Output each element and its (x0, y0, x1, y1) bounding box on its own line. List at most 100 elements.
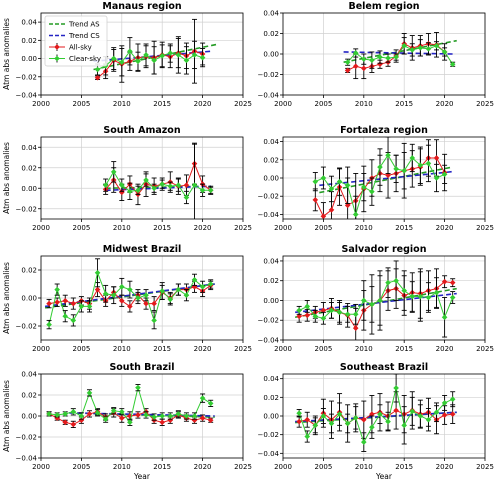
all-sky-point (199, 415, 206, 421)
x-tick-label: 2000 (32, 224, 50, 232)
clear-sky-point (199, 187, 206, 194)
axes-frame (40, 136, 244, 220)
clear-sky-point (385, 55, 391, 61)
all-sky-point (328, 207, 335, 213)
y-tick-label: 0.02 (263, 30, 279, 38)
all-sky-point (191, 284, 198, 290)
x-tick-label: 2015 (395, 463, 413, 471)
y-tick-label: −0.02 (16, 323, 37, 331)
all-sky-point (151, 300, 157, 307)
panel-1: 2000 2005 2010 2015 2020 2025 −0.04 −0.02 0.00 0.… (2, 1, 252, 108)
clear-sky-point (151, 414, 157, 420)
x-tick-label: 2015 (395, 345, 413, 353)
x-tick-label: 2015 (395, 100, 413, 108)
clear-sky-point (191, 52, 198, 58)
clear-sky-point (70, 409, 77, 415)
clear-sky-point (207, 187, 214, 194)
all-sky-point (167, 417, 174, 423)
plot-area (93, 18, 219, 84)
plot-area (312, 137, 453, 219)
clear-sky-point (78, 413, 85, 419)
y-tick-label: 0.04 (21, 144, 37, 152)
clear-sky-point (175, 182, 182, 188)
legend-label: All-sky (69, 44, 92, 52)
clear-sky-point (304, 303, 311, 310)
clear-sky-point (127, 419, 133, 426)
panel-7: 2000 2005 2010 2015 2020 2025 −0.04 −0.02 0.00 0.… (2, 362, 252, 481)
x-tick-label: 2010 (355, 100, 373, 108)
x-tick-label: 2000 (32, 345, 50, 353)
panel-6: 2000 2005 2010 2015 2020 2025 −0.04 −0.02 0.00 0.… (258, 244, 494, 353)
all-sky-point (433, 155, 440, 161)
x-axis-label: Year (375, 472, 393, 481)
clear-sky-point (183, 292, 190, 298)
all-sky-point (159, 419, 165, 426)
trend-all-sky-line (105, 185, 211, 190)
clear-sky-point (312, 313, 319, 320)
panel-title: Southeast Brazil (340, 362, 428, 373)
legend-label: Trend CS (68, 32, 100, 40)
all-sky-point (70, 300, 77, 307)
clear-sky-point (110, 169, 117, 175)
all-sky-point (46, 300, 52, 307)
y-axis-label: Atm abs anomalies (2, 380, 11, 452)
plot-area (44, 258, 215, 330)
legend: Trend AS Trend CS All-sky Clear-sky (44, 15, 108, 67)
y-tick-label: −0.02 (16, 434, 37, 442)
all-sky-point (94, 74, 101, 81)
clear-sky-point (151, 185, 157, 192)
panel-5: 2000 2005 2010 2015 2020 2025 −0.02 0.00 0.02 Mid… (2, 244, 252, 353)
clear-sky-point (425, 46, 432, 52)
clear-sky-point (54, 286, 60, 293)
clear-sky-point (62, 313, 69, 319)
clear-sky-point (385, 152, 391, 159)
clear-sky-point (393, 277, 399, 284)
clear-sky-point (361, 184, 367, 190)
x-tick-label: 2000 (274, 224, 292, 232)
all-sky-point (135, 412, 141, 418)
clear-sky-point (433, 289, 440, 296)
x-tick-label: 2015 (395, 224, 413, 232)
x-tick-label: 2020 (194, 345, 212, 353)
trend-clear-sky-line (295, 411, 457, 423)
x-tick-label: 2005 (72, 463, 90, 471)
clear-sky-point (175, 411, 182, 417)
clear-sky-point (441, 171, 448, 178)
axes-frame (40, 12, 244, 96)
clear-sky-point (320, 315, 327, 322)
all-sky-point (183, 182, 190, 188)
clear-sky-point (377, 164, 383, 170)
clear-sky-point (352, 211, 359, 218)
all-sky-point (54, 299, 60, 305)
x-tick-label: 2020 (194, 463, 212, 471)
clear-sky-point (417, 293, 424, 300)
clear-sky-point (320, 413, 327, 419)
clear-sky-point (401, 167, 407, 174)
panel-title: Manaus region (102, 1, 181, 12)
clear-sky-point (377, 54, 383, 60)
x-tick-label: 2005 (72, 224, 90, 232)
clear-sky-point (86, 390, 93, 396)
plot-area (46, 384, 215, 428)
legend-clear-sky-marker (54, 55, 60, 62)
y-tick-label: 0.04 (21, 371, 37, 379)
clear-sky-point (151, 57, 157, 64)
x-tick-label: 2010 (113, 463, 131, 471)
all-sky-point (361, 416, 367, 423)
clear-sky-point (336, 178, 343, 185)
all-sky-line (299, 281, 453, 330)
clear-sky-point (175, 286, 182, 293)
clear-sky-point (304, 433, 311, 440)
clear-sky-point (441, 314, 448, 321)
clear-sky-point (127, 286, 133, 293)
clear-sky-point (110, 292, 117, 298)
x-tick-label: 2025 (234, 100, 252, 108)
y-tick-label: 0.00 (263, 413, 279, 421)
all-sky-point (62, 298, 69, 304)
y-axis-label: Atm abs anomalies (2, 18, 11, 90)
clear-sky-point (369, 57, 375, 63)
y-tick-label: −0.04 (258, 450, 280, 458)
x-tick-label: 2000 (274, 345, 292, 353)
clear-sky-point (409, 408, 416, 415)
